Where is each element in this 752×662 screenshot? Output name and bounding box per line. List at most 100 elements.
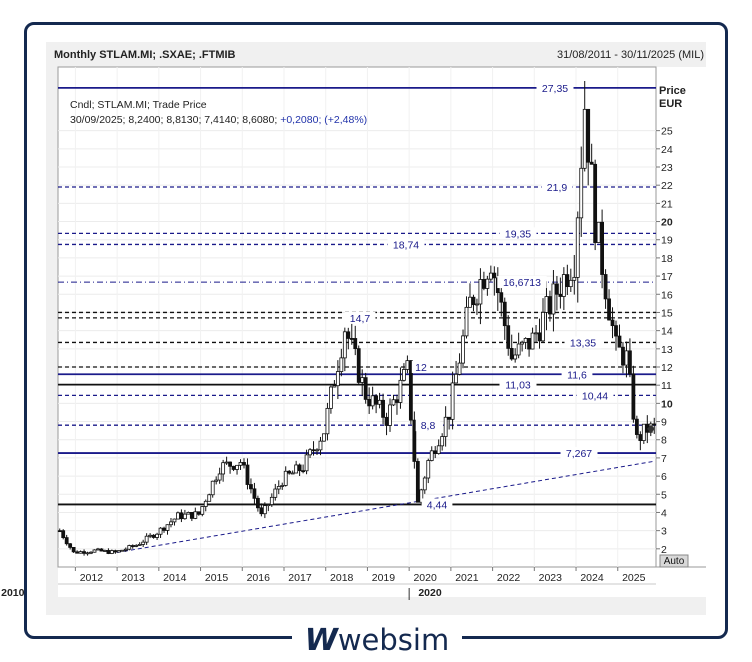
- candle-body: [450, 382, 455, 420]
- candle-body: [596, 221, 601, 243]
- candle-body: [78, 551, 83, 554]
- candle-body: [488, 272, 493, 280]
- candle-body: [481, 279, 486, 289]
- y-tick-label: 19: [661, 235, 673, 247]
- candle-body: [537, 332, 542, 342]
- candle-body: [398, 379, 403, 403]
- candle-body: [388, 404, 392, 426]
- candle-body: [210, 480, 215, 496]
- candle-body: [200, 506, 205, 515]
- y-unit-label: Price: [659, 85, 686, 97]
- candle-body: [565, 274, 570, 288]
- candle-body: [127, 545, 132, 550]
- candle-body: [464, 306, 469, 337]
- candle-body: [130, 545, 135, 547]
- candle-body: [356, 348, 361, 383]
- x-tick-label: 2020: [413, 572, 437, 584]
- candle-body: [593, 163, 598, 243]
- candle-body: [561, 274, 566, 297]
- candle-body: [172, 518, 177, 523]
- candle-body: [273, 488, 278, 498]
- candle-body: [391, 399, 396, 406]
- auto-button-bg[interactable]: [659, 554, 689, 568]
- level-label: 12: [415, 362, 427, 374]
- brand-mark-icon: W: [304, 622, 338, 658]
- candle-body: [478, 279, 483, 305]
- candle-body: [499, 292, 504, 303]
- level-label-bg: [411, 361, 431, 373]
- candle-body: [266, 504, 271, 507]
- candle-body: [252, 488, 257, 499]
- auto-button[interactable]: Auto: [659, 554, 689, 568]
- y-tick-label: 25: [661, 126, 673, 138]
- level-label: 18,74: [393, 239, 419, 251]
- candle-body: [103, 550, 107, 552]
- candle-body: [513, 354, 518, 360]
- candle-body: [165, 524, 170, 531]
- candle-body: [249, 484, 253, 490]
- candle-body: [315, 449, 319, 452]
- candle-body: [485, 278, 490, 289]
- candle-body: [106, 550, 111, 554]
- candle-body: [318, 440, 323, 451]
- candle-body: [64, 537, 69, 545]
- level-label: 11,6: [567, 369, 587, 381]
- candle-body: [412, 419, 417, 462]
- y-tick-label: 22: [661, 180, 673, 192]
- candle-body: [256, 497, 260, 509]
- candle-body: [506, 325, 511, 349]
- candle-body: [141, 541, 146, 545]
- candle-body: [287, 470, 292, 474]
- candle-body: [582, 108, 587, 169]
- level-label-bg: [499, 227, 537, 240]
- candle-body: [638, 434, 643, 441]
- candle-body: [555, 283, 559, 295]
- level-label: 14,7: [350, 313, 371, 325]
- level-label-bg: [541, 181, 573, 193]
- x-decade-label: 2010: [1, 587, 25, 599]
- level-label-bg: [415, 419, 441, 432]
- candle-body: [193, 511, 198, 519]
- candle-body: [158, 527, 163, 535]
- candle-body: [589, 161, 594, 165]
- candle-body: [523, 338, 528, 343]
- candle-body: [179, 512, 184, 520]
- brand-name: websim: [337, 623, 450, 657]
- level-label: 11,03: [505, 380, 531, 392]
- y-tick-label: 16: [661, 289, 673, 301]
- candle-body: [82, 551, 86, 554]
- y-tick-label: 4: [661, 507, 667, 519]
- y-tick-label: 9: [661, 417, 667, 429]
- candle-body: [586, 108, 591, 163]
- candle-body: [468, 296, 472, 308]
- candle-body: [621, 346, 625, 366]
- candle-body: [162, 527, 166, 531]
- x-tick-label: 2023: [539, 572, 563, 584]
- candle-body: [502, 301, 507, 327]
- candle-body: [176, 512, 180, 520]
- candle-body: [346, 331, 351, 339]
- candle-body: [99, 548, 104, 552]
- candle-body: [186, 512, 191, 515]
- level-label: 7,267: [566, 448, 592, 460]
- legend-values: 30/09/2025; 8,2400; 8,8130; 7,4140; 8,60…: [70, 114, 277, 126]
- candle-body: [534, 332, 538, 335]
- level-label: 13,35: [570, 337, 596, 349]
- auto-label[interactable]: Auto: [664, 556, 685, 567]
- candle-body: [294, 464, 299, 474]
- candle-body: [283, 470, 288, 486]
- candle-body: [471, 296, 476, 306]
- level-label: 4,44: [427, 499, 448, 511]
- y-tick-label: 12: [661, 362, 673, 374]
- candle-body: [123, 548, 128, 551]
- candle-body: [436, 445, 441, 454]
- x-decade-label: 2020: [418, 587, 442, 599]
- level-label-bg: [560, 447, 598, 460]
- candle-body: [151, 534, 156, 538]
- candle-body: [207, 494, 212, 502]
- candle-body: [530, 332, 535, 350]
- candle-body: [367, 399, 372, 407]
- candle-body: [332, 385, 337, 388]
